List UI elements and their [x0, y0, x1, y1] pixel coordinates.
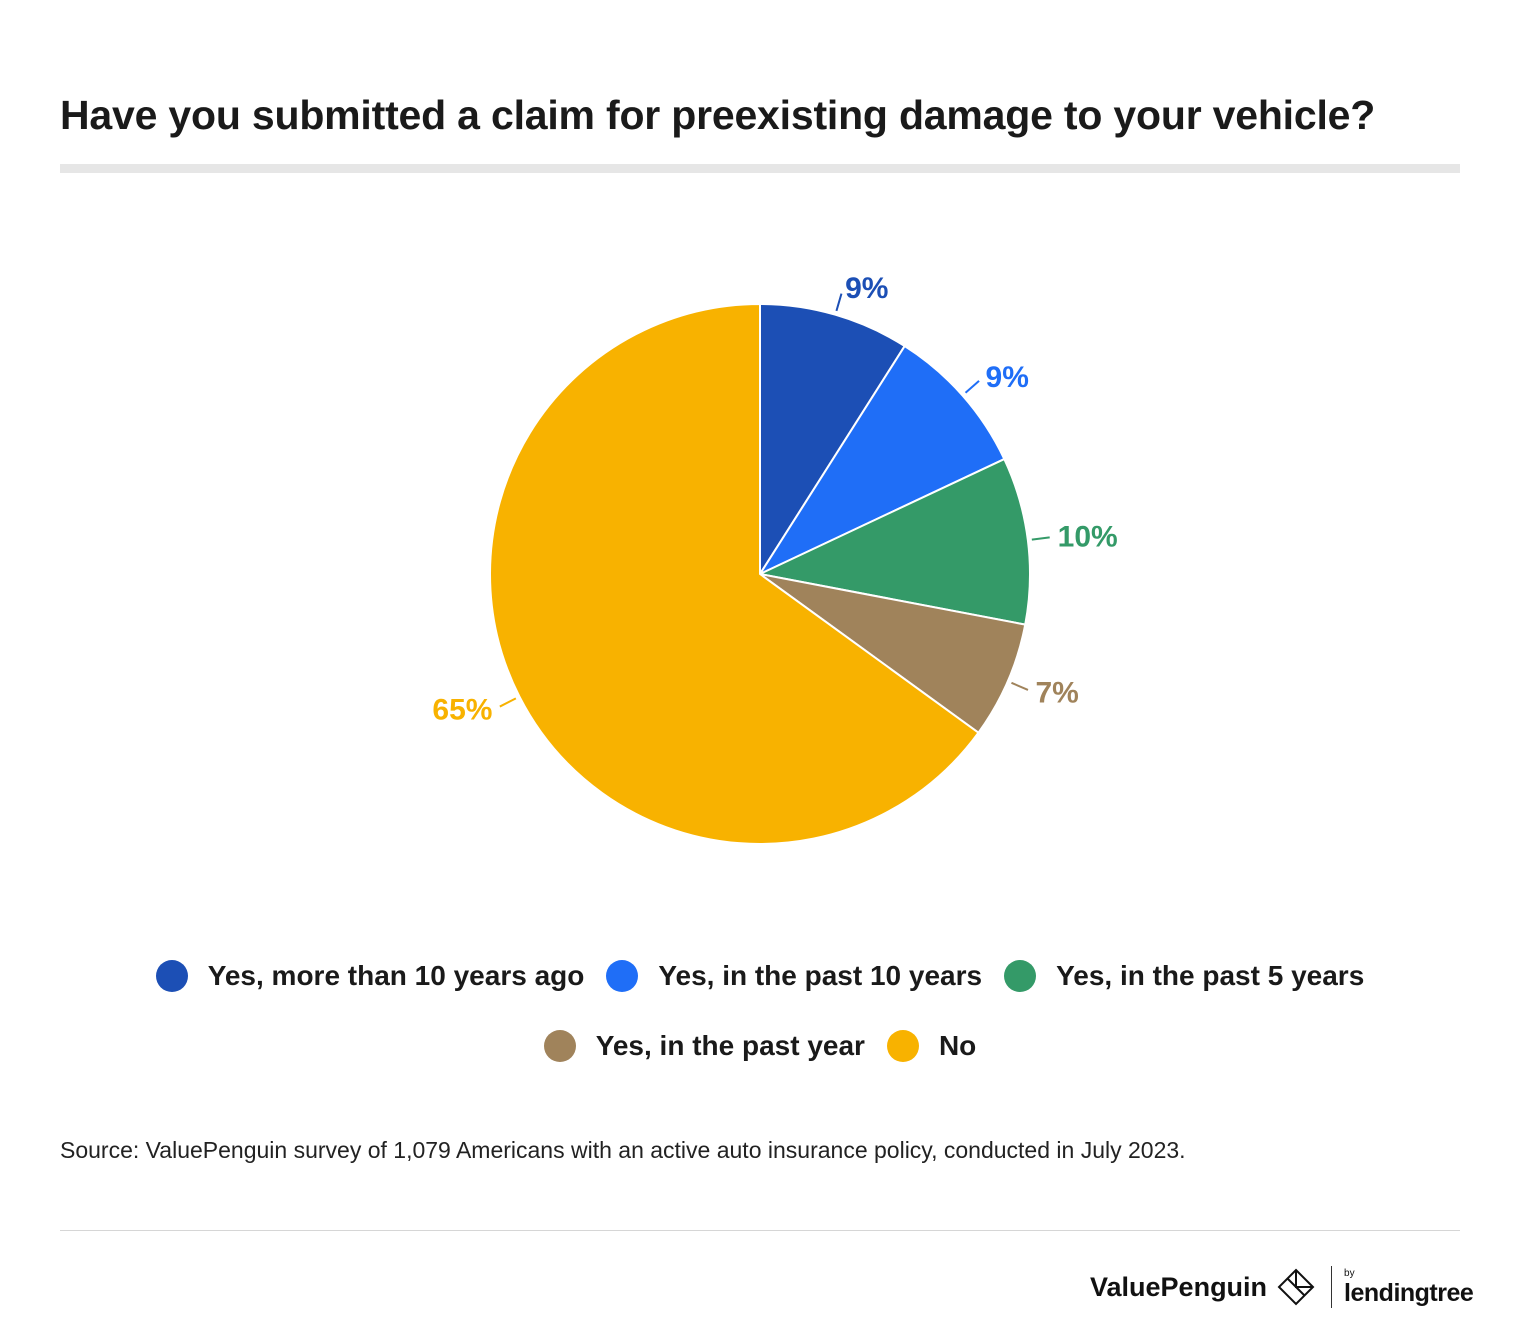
legend-item-no: No — [886, 1030, 977, 1062]
slice-label-yes-in-the-past-5-years: 10% — [1058, 521, 1118, 554]
lendingtree-logo-text: lendingtree — [1344, 1278, 1474, 1307]
leader-line-yes-in-the-past-5-years — [1031, 536, 1050, 541]
slice-label-yes-more-than-10-years-ago: 9% — [845, 272, 888, 305]
footer-divider — [60, 1230, 1460, 1231]
leader-line-yes-in-the-past-10-years — [964, 380, 980, 394]
legend-item-more-than-10-years: Yes, more than 10 years ago — [155, 960, 585, 992]
slice-label-yes-in-the-past-10-years: 9% — [986, 361, 1029, 394]
valuepenguin-logo-text: ValuePenguin — [1090, 1271, 1268, 1302]
legend-swatch — [606, 960, 639, 992]
legend-label: Yes, more than 10 years ago — [207, 960, 585, 991]
pie-slice-yes-in-the-past-10-years — [757, 344, 1006, 577]
legend-item-past-10-years: Yes, in the past 10 years — [606, 960, 982, 992]
leader-line-yes-more-than-10-years-ago — [835, 293, 843, 312]
valuepenguin-mark-icon — [1277, 1268, 1315, 1306]
title-divider — [60, 164, 1460, 173]
legend-row-1: Yes, more than 10 years ago Yes, in the … — [0, 960, 1520, 992]
pie-slice-yes-in-the-past-year — [759, 573, 1027, 735]
legend-item-past-year: Yes, in the past year — [543, 1030, 865, 1062]
leader-line-yes-in-the-past-year — [1011, 681, 1029, 691]
pie-slice-no — [489, 302, 980, 845]
pie-slice-yes-more-than-10-years-ago — [759, 302, 907, 578]
brand-lockup: ValuePenguin by lendingtree — [1090, 1262, 1474, 1312]
legend-row-2: Yes, in the past year No — [0, 1030, 1520, 1062]
legend-swatch — [886, 1030, 919, 1062]
source-note: Source: ValuePenguin survey of 1,079 Ame… — [60, 1137, 1186, 1163]
legend-swatch — [1004, 960, 1037, 992]
legend-label: Yes, in the past 5 years — [1056, 960, 1365, 991]
chart-title: Have you submitted a claim for preexisti… — [60, 92, 1376, 138]
slice-label-no: 65% — [432, 693, 492, 726]
legend-swatch — [155, 960, 188, 992]
legend-swatch — [543, 1030, 576, 1062]
slice-label-yes-in-the-past-year: 7% — [1035, 676, 1078, 709]
brand-divider — [1331, 1266, 1333, 1308]
legend-label: Yes, in the past 10 years — [658, 960, 983, 991]
lendingtree-logo: by lendingtree — [1344, 1267, 1474, 1307]
legend-item-past-5-years: Yes, in the past 5 years — [1004, 960, 1364, 992]
leader-line-no — [499, 697, 517, 708]
pie-slice-yes-in-the-past-5-years — [756, 457, 1031, 626]
legend-label: No — [938, 1030, 977, 1061]
legend-label: Yes, in the past year — [595, 1030, 865, 1061]
partner-by-text: by — [1344, 1267, 1355, 1279]
